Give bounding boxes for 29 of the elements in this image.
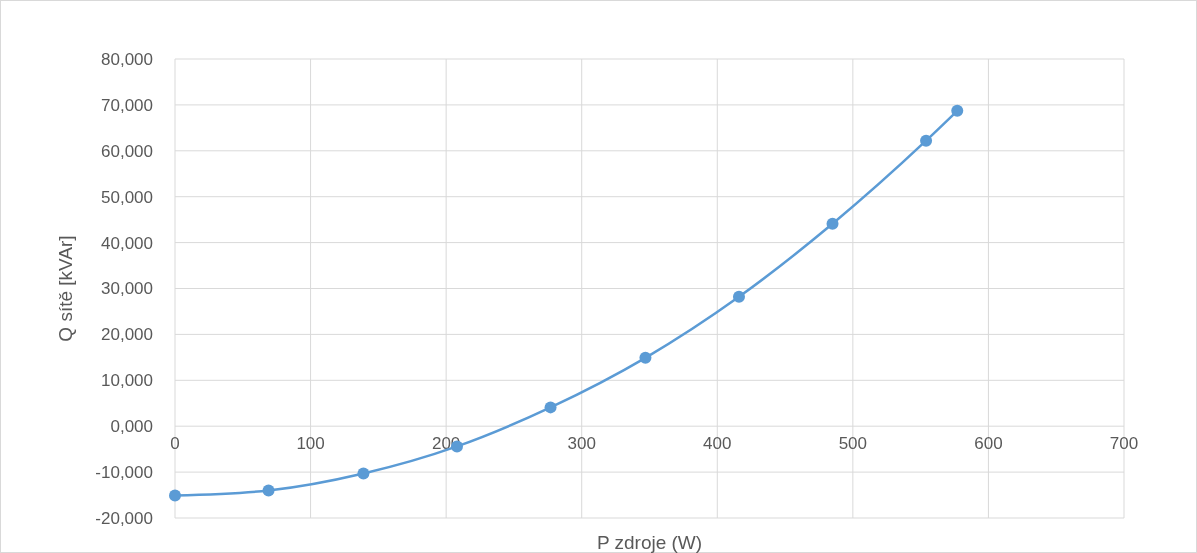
x-tick-label: 0 — [170, 434, 180, 454]
y-tick-label: 40,000 — [101, 233, 153, 253]
point — [169, 489, 181, 502]
point — [262, 484, 275, 497]
y-tick-label: 50,000 — [101, 187, 153, 207]
y-axis-title: Q sítě [kVAr] — [55, 235, 76, 342]
x-tick-label: 600 — [974, 434, 1003, 454]
point — [826, 217, 839, 230]
x-tick-label: 100 — [296, 434, 325, 454]
point — [639, 351, 652, 364]
y-tick-label: 20,000 — [101, 325, 153, 345]
x-tick-label: 700 — [1109, 434, 1139, 454]
x-tick-label: 500 — [838, 434, 868, 454]
point — [920, 134, 933, 147]
point — [951, 104, 964, 117]
y-tick-label: 80,000 — [101, 49, 153, 69]
y-tick-label: 70,000 — [101, 95, 153, 115]
y-tick-label: 10,000 — [101, 371, 153, 391]
y-tick-label: -20,000 — [95, 508, 153, 528]
point — [357, 467, 370, 480]
x-tick-label: 400 — [703, 434, 732, 454]
y-tick-label: 30,000 — [101, 279, 153, 299]
x-tick-label: 300 — [567, 434, 596, 454]
y-tick-label: 0,000 — [110, 417, 153, 437]
x-axis-title: P zdroje (W) — [596, 532, 703, 553]
y-tick-label: 60,000 — [101, 141, 153, 161]
y-tick-label: -10,000 — [95, 463, 153, 483]
point — [732, 290, 745, 303]
point — [544, 401, 557, 414]
